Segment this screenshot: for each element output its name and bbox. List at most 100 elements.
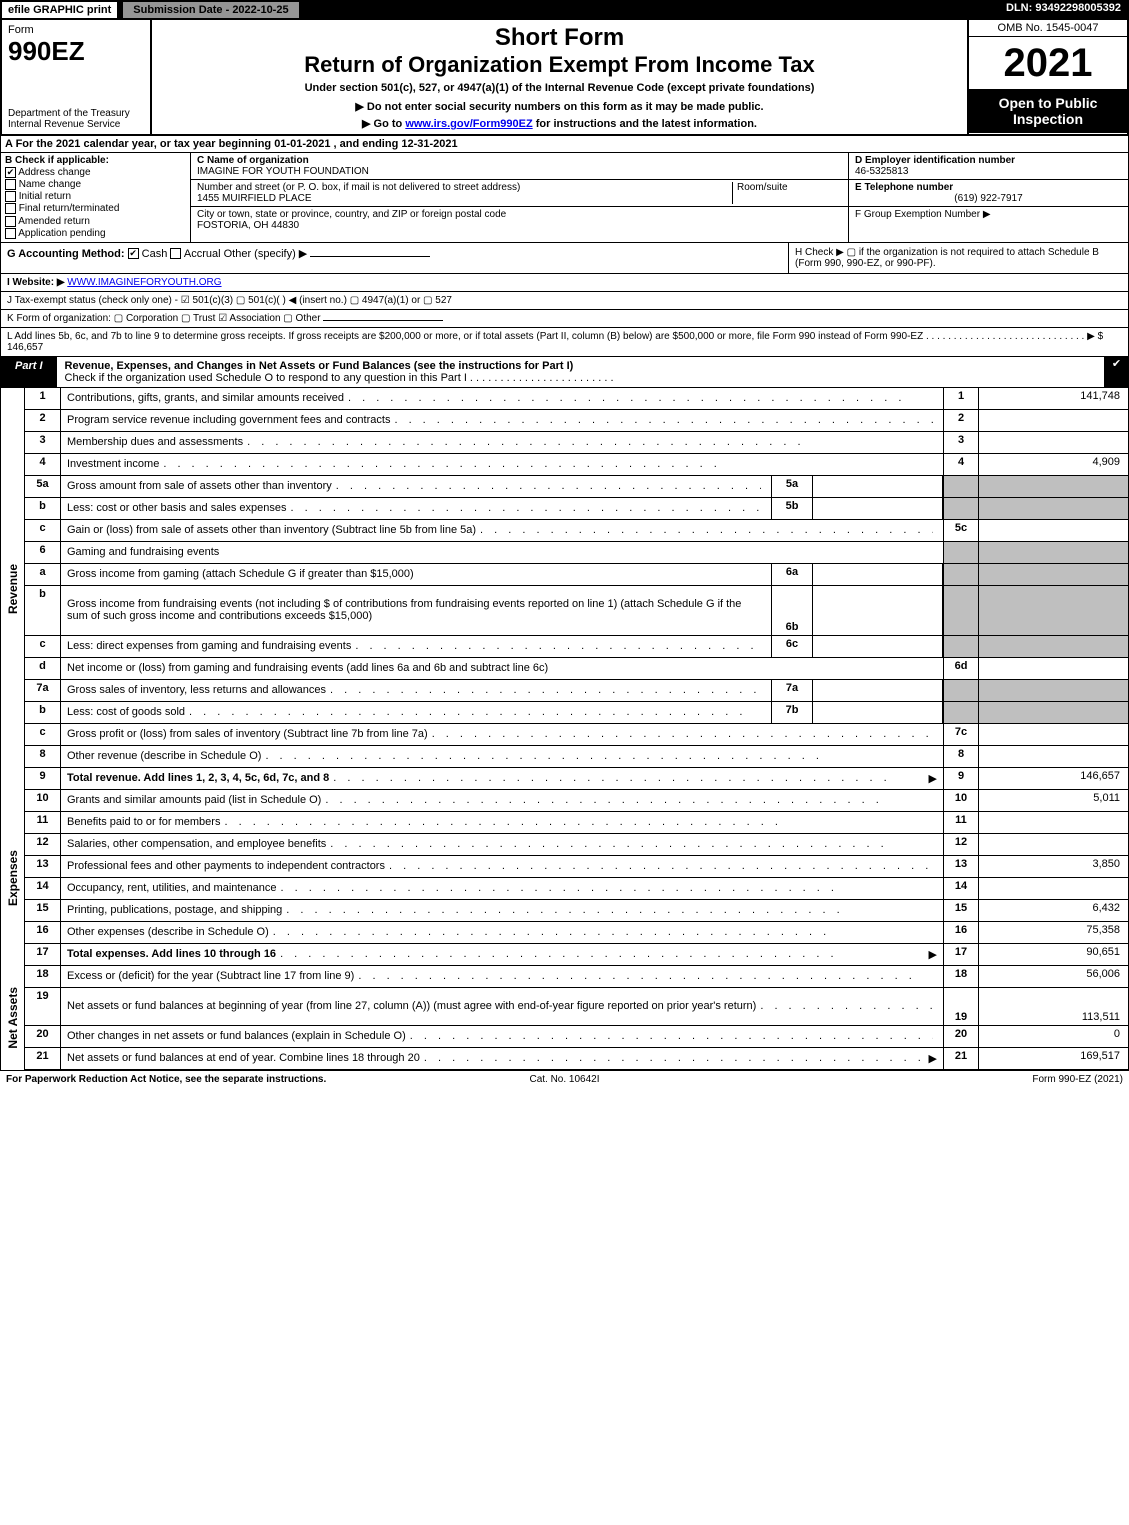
v-6b-grey (979, 586, 1129, 635)
sn-6c: 6c (771, 636, 813, 657)
d-10: Grants and similar amounts paid (list in… (67, 794, 321, 806)
d-9: Total revenue. Add lines 1, 2, 3, 4, 5c,… (67, 772, 329, 784)
v-19: 113,511 (979, 988, 1129, 1025)
g-other-input[interactable] (310, 256, 430, 257)
checkbox-application-pending[interactable] (5, 228, 16, 239)
room-label: Room/suite (737, 182, 842, 193)
section-l: L Add lines 5b, 6c, and 7b to line 9 to … (0, 328, 1129, 357)
dots-icon: . . . . . . . . . . . . . . . . . . . . … (394, 414, 933, 426)
b-item-4: Amended return (18, 216, 90, 227)
nc-6-grey (943, 542, 979, 563)
arrow-icon: ▶ (929, 948, 937, 961)
b-item-0: Address change (18, 167, 90, 178)
section-b-label: B Check if applicable: (5, 155, 186, 166)
dots-icon: . . . . . . . . . . . . . . . . . . . . … (760, 1000, 933, 1012)
ln-11: 11 (25, 812, 61, 833)
ln-5b: b (25, 498, 61, 519)
form-header: Form 990EZ Department of the Treasury In… (0, 18, 1129, 136)
checkbox-address-change[interactable]: ✔ (5, 167, 16, 178)
efile-print-label[interactable]: efile GRAPHIC print (0, 0, 119, 18)
submission-date: Submission Date - 2022-10-25 (121, 0, 300, 18)
checkbox-amended-return[interactable] (5, 216, 16, 227)
dots-icon: . . . . . . . . . . . . . . . . . . . . … (224, 816, 933, 828)
sv-7b (813, 702, 943, 723)
dots-icon: . . . . . . . . . . . . . . . . . . . . … (189, 706, 761, 718)
dots-icon: . . . . . . . . . . . . . . . . . . . . … (291, 502, 761, 514)
k-other-input[interactable] (323, 320, 443, 321)
checkbox-cash[interactable]: ✔ (128, 248, 139, 259)
department: Department of the Treasury Internal Reve… (8, 108, 144, 130)
nc-19: 19 (943, 988, 979, 1025)
dln: DLN: 93492298005392 (301, 0, 1129, 18)
d-12: Salaries, other compensation, and employ… (67, 838, 326, 850)
d-5c: Gain or (loss) from sale of assets other… (67, 524, 476, 536)
d-5a: Gross amount from sale of assets other t… (67, 480, 332, 492)
nc-20: 20 (943, 1026, 979, 1047)
ln-3: 3 (25, 432, 61, 453)
sv-6c (813, 636, 943, 657)
nc-4: 4 (943, 454, 979, 475)
section-b: B Check if applicable: ✔ Address change … (1, 153, 191, 242)
nc-11: 11 (943, 812, 979, 833)
d-5b: Less: cost or other basis and sales expe… (67, 502, 287, 514)
footer-center: Cat. No. 10642I (378, 1074, 750, 1085)
nc-17: 17 (943, 944, 979, 965)
org-city: FOSTORIA, OH 44830 (197, 220, 842, 231)
dots-icon: . . . . . . . . . . . . . . . . . . . . … (480, 524, 933, 536)
note-ssn: ▶ Do not enter social security numbers o… (156, 100, 963, 113)
v-11 (979, 812, 1129, 833)
ln-5a: 5a (25, 476, 61, 497)
nc-7a-grey (943, 680, 979, 701)
irs-link[interactable]: www.irs.gov/Form990EZ (405, 118, 532, 130)
checkbox-accrual[interactable] (170, 248, 181, 259)
sv-6a (813, 564, 943, 585)
website-link[interactable]: WWW.IMAGINEFORYOUTH.ORG (67, 277, 221, 288)
e-label: E Telephone number (855, 182, 1122, 193)
d-11: Benefits paid to or for members (67, 816, 220, 828)
ln-1: 1 (25, 388, 61, 409)
part1-checkbox[interactable]: ✔ (1104, 357, 1128, 387)
header-mid: Short Form Return of Organization Exempt… (152, 20, 967, 134)
v-6d (979, 658, 1129, 679)
d-6d: Net income or (loss) from gaming and fun… (67, 662, 548, 674)
revenue-block: Revenue 1Contributions, gifts, grants, a… (0, 388, 1129, 790)
netassets-side-label: Net Assets (1, 966, 25, 1070)
checkbox-initial-return[interactable] (5, 191, 16, 202)
sv-6b (813, 586, 943, 635)
ln-12: 12 (25, 834, 61, 855)
nc-10: 10 (943, 790, 979, 811)
b-item-3: Final return/terminated (19, 204, 120, 215)
v-21: 169,517 (979, 1048, 1129, 1069)
d-18: Excess or (deficit) for the year (Subtra… (67, 970, 354, 982)
v-7b-grey (979, 702, 1129, 723)
nc-6b-grey (943, 586, 979, 635)
v-10: 5,011 (979, 790, 1129, 811)
checkbox-final-return[interactable] (5, 203, 16, 214)
ln-13: 13 (25, 856, 61, 877)
dots-icon: . . . . . . . . . . . . . . . . . . . . … (330, 684, 761, 696)
tax-year: 2021 (969, 37, 1127, 89)
d-2: Program service revenue including govern… (67, 414, 390, 426)
ln-6d: d (25, 658, 61, 679)
section-i: I Website: ▶ WWW.IMAGINEFORYOUTH.ORG (0, 274, 1129, 292)
section-bcd: B Check if applicable: ✔ Address change … (0, 153, 1129, 243)
note-link-post: for instructions and the latest informat… (533, 118, 757, 130)
dots-icon: . . . . . . . . . . . . . . . . . . . . … (358, 970, 933, 982)
header-right: OMB No. 1545-0047 2021 Open to Public In… (967, 20, 1127, 134)
dots-icon: . . . . . . . . . . . . . . . . . . . . … (280, 948, 924, 960)
g-cash: Cash (142, 248, 168, 260)
page-footer: For Paperwork Reduction Act Notice, see … (0, 1070, 1129, 1088)
ln-6: 6 (25, 542, 61, 563)
v-3 (979, 432, 1129, 453)
footer-right: Form 990-EZ (2021) (751, 1074, 1123, 1085)
b-item-5: Application pending (18, 228, 105, 239)
ln-7c: c (25, 724, 61, 745)
nc-13: 13 (943, 856, 979, 877)
v-5b-grey (979, 498, 1129, 519)
v-9: 146,657 (979, 768, 1129, 789)
v-16: 75,358 (979, 922, 1129, 943)
sn-7a: 7a (771, 680, 813, 701)
ln-17: 17 (25, 944, 61, 965)
ln-14: 14 (25, 878, 61, 899)
checkbox-name-change[interactable] (5, 179, 16, 190)
